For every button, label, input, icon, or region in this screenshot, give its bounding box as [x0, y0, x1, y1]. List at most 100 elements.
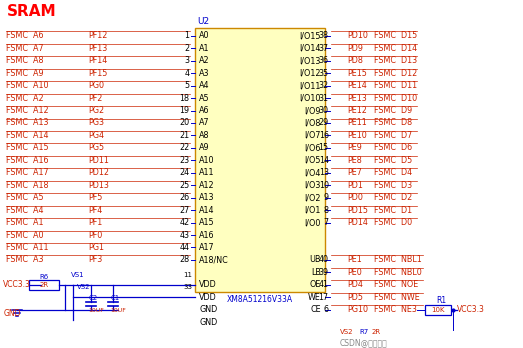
- Text: FSMC  NWE: FSMC NWE: [373, 293, 419, 302]
- Text: R1: R1: [436, 296, 447, 305]
- Text: PD1: PD1: [348, 181, 363, 190]
- Text: 29: 29: [319, 119, 329, 127]
- Text: 9: 9: [324, 193, 329, 202]
- Text: 14: 14: [319, 156, 329, 165]
- Text: A1: A1: [199, 44, 210, 53]
- Text: VDD: VDD: [199, 280, 217, 289]
- Text: PD9: PD9: [348, 44, 363, 53]
- Text: PE13: PE13: [348, 94, 367, 103]
- Text: A8: A8: [199, 131, 210, 140]
- Text: 21: 21: [179, 131, 189, 140]
- Text: 35: 35: [319, 69, 329, 78]
- Text: A13: A13: [199, 193, 215, 202]
- Text: PE0: PE0: [348, 268, 362, 277]
- Text: A10: A10: [199, 156, 215, 165]
- Text: 22: 22: [179, 143, 189, 152]
- Text: A11: A11: [199, 168, 215, 177]
- Text: PF1: PF1: [89, 218, 103, 227]
- Text: R7: R7: [360, 329, 369, 335]
- Text: 42: 42: [179, 218, 189, 227]
- Text: 33: 33: [183, 284, 192, 290]
- Text: 26: 26: [179, 193, 189, 202]
- Text: FSMC  A2: FSMC A2: [6, 94, 44, 103]
- Text: 44: 44: [179, 243, 189, 252]
- Text: I/O4: I/O4: [304, 168, 321, 177]
- Text: FSMC  D11: FSMC D11: [373, 81, 417, 90]
- Text: FSMC  D7: FSMC D7: [373, 131, 412, 140]
- Text: PD15: PD15: [348, 206, 369, 215]
- Text: FSMC  NBL1: FSMC NBL1: [373, 255, 422, 264]
- Text: CSDN@正点原子: CSDN@正点原子: [339, 338, 388, 347]
- Text: A7: A7: [199, 119, 210, 127]
- Text: GND: GND: [199, 305, 218, 314]
- Text: LB: LB: [311, 268, 321, 277]
- Text: PE11: PE11: [348, 119, 367, 127]
- Text: I/O10: I/O10: [299, 94, 321, 103]
- Text: I/O15: I/O15: [299, 31, 321, 40]
- Text: 1: 1: [184, 31, 189, 40]
- Text: 2R: 2R: [39, 282, 49, 288]
- Text: FSMC  A1: FSMC A1: [6, 218, 43, 227]
- Text: PD10: PD10: [348, 31, 369, 40]
- Text: VDD: VDD: [199, 293, 217, 302]
- Text: PF12: PF12: [89, 31, 108, 40]
- Text: FSMC  A7: FSMC A7: [6, 44, 44, 53]
- Text: A0: A0: [199, 31, 210, 40]
- Text: PD0: PD0: [348, 193, 363, 202]
- Text: FSMC  D13: FSMC D13: [373, 56, 417, 65]
- Text: C2: C2: [89, 295, 98, 301]
- Text: PE1: PE1: [348, 255, 362, 264]
- Text: U2: U2: [197, 17, 209, 26]
- Text: FSMC  A6: FSMC A6: [6, 31, 43, 40]
- Text: FSMC  NBL0: FSMC NBL0: [373, 268, 422, 277]
- Text: PD13: PD13: [89, 181, 110, 190]
- Bar: [29, 280, 59, 290]
- Text: A9: A9: [199, 143, 210, 152]
- Text: I/O14: I/O14: [299, 44, 321, 53]
- Text: I/O6: I/O6: [304, 143, 321, 152]
- Text: C1: C1: [111, 295, 120, 301]
- Text: FSMC  A18: FSMC A18: [6, 181, 49, 190]
- Text: A17: A17: [199, 243, 215, 252]
- Text: 25: 25: [179, 181, 189, 190]
- Text: PG1: PG1: [89, 243, 105, 252]
- Text: I/O5: I/O5: [304, 156, 321, 165]
- Text: FSMC  A17: FSMC A17: [6, 168, 49, 177]
- Text: 10UF: 10UF: [111, 308, 127, 313]
- Text: A14: A14: [199, 206, 215, 215]
- Text: 10: 10: [319, 181, 329, 190]
- Bar: [425, 305, 451, 315]
- Text: 11: 11: [183, 272, 192, 278]
- Text: FSMC  NOE: FSMC NOE: [373, 280, 418, 289]
- Text: FSMC  A10: FSMC A10: [6, 81, 49, 90]
- Text: 20: 20: [179, 119, 189, 127]
- Text: I/O12: I/O12: [299, 69, 321, 78]
- Text: 10UF: 10UF: [89, 308, 105, 313]
- Text: PF5: PF5: [89, 193, 103, 202]
- Text: FSMC  D6: FSMC D6: [373, 143, 412, 152]
- Text: SRAM: SRAM: [7, 4, 56, 19]
- Text: PD5: PD5: [348, 293, 363, 302]
- Text: FSMC  D10: FSMC D10: [373, 94, 417, 103]
- Text: FSMC  D2: FSMC D2: [373, 193, 412, 202]
- Text: FSMC  D8: FSMC D8: [373, 119, 412, 127]
- Text: 8: 8: [324, 206, 329, 215]
- Text: PF15: PF15: [89, 69, 108, 78]
- Text: FSMC  A15: FSMC A15: [6, 143, 49, 152]
- Text: 19: 19: [179, 106, 189, 115]
- Text: VS2: VS2: [339, 329, 353, 335]
- Text: FSMC  D5: FSMC D5: [373, 156, 412, 165]
- Text: FSMC  A14: FSMC A14: [6, 131, 49, 140]
- Text: FSMC  A3: FSMC A3: [6, 255, 43, 264]
- Text: VCC3.3: VCC3.3: [3, 280, 31, 289]
- Text: FSMC  A11: FSMC A11: [6, 243, 49, 252]
- Text: A16: A16: [199, 230, 215, 239]
- Text: PE8: PE8: [348, 156, 362, 165]
- Text: 6: 6: [324, 305, 329, 314]
- Text: 32: 32: [319, 81, 329, 90]
- Text: 4: 4: [184, 69, 189, 78]
- Text: PF13: PF13: [89, 44, 108, 53]
- Text: PE9: PE9: [348, 143, 362, 152]
- Text: 15: 15: [319, 143, 329, 152]
- Text: 18: 18: [179, 94, 189, 103]
